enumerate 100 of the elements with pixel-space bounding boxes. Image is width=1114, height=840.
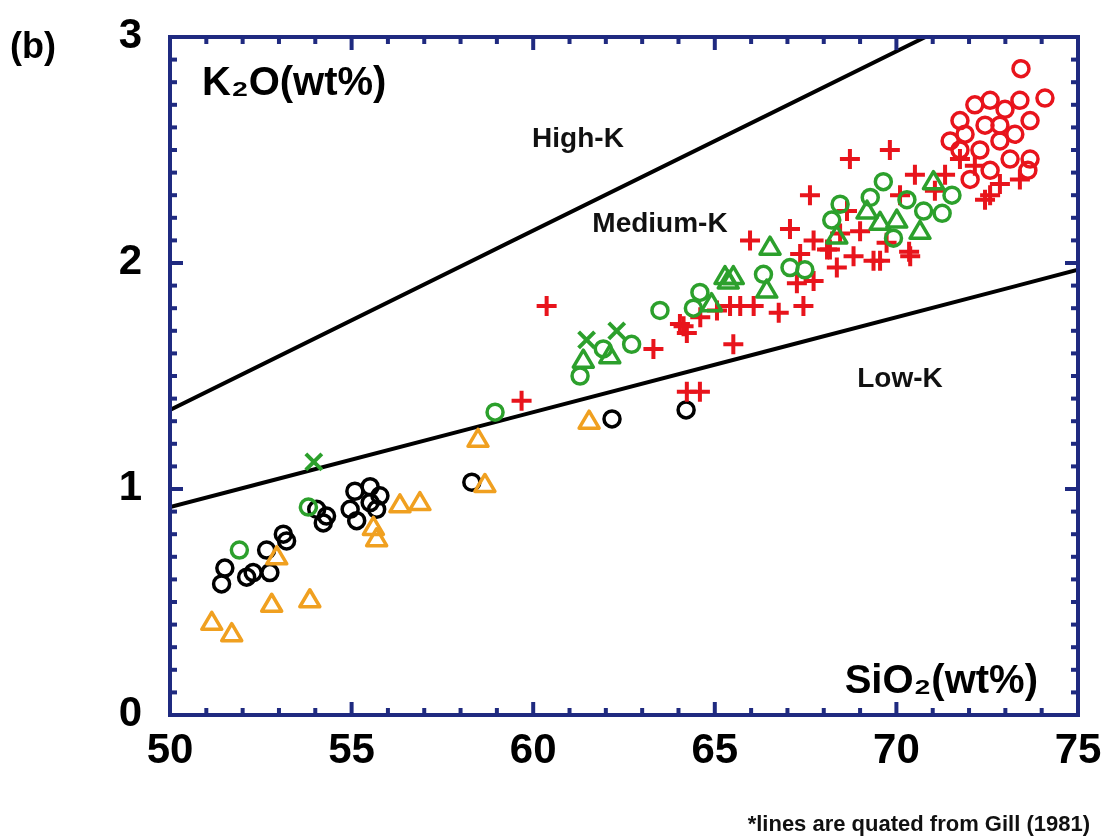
point: [699, 291, 724, 313]
point: [219, 621, 244, 643]
y-axis-title: K₂O(wt%): [202, 59, 387, 103]
point: [990, 115, 1010, 135]
point: [345, 481, 365, 502]
point: [950, 140, 970, 160]
point: [850, 221, 871, 242]
point: [980, 90, 1000, 111]
point: [340, 499, 360, 520]
point: [899, 241, 920, 262]
point: [370, 486, 390, 506]
y-tick-label: 1: [118, 462, 142, 510]
point: [995, 99, 1015, 120]
point: [215, 558, 235, 578]
point: [723, 334, 744, 355]
point: [870, 250, 891, 271]
point: [346, 510, 367, 531]
y-tick-label: 0: [118, 688, 142, 736]
point: [803, 271, 824, 292]
point: [1010, 90, 1030, 111]
point: [621, 334, 642, 355]
point: [316, 506, 337, 526]
point: [236, 567, 257, 587]
x-axis-title: SiO₂(wt%): [844, 657, 1038, 701]
point: [990, 131, 1010, 151]
point: [690, 282, 710, 303]
point: [799, 185, 820, 206]
point: [643, 338, 664, 359]
point: [243, 562, 263, 583]
point: [466, 427, 490, 449]
point: [873, 171, 894, 192]
point: [790, 243, 811, 264]
point: [1005, 124, 1025, 144]
y-tick-label: 3: [118, 10, 142, 58]
point: [229, 540, 250, 560]
point: [960, 169, 980, 190]
point: [577, 409, 601, 430]
point: [935, 164, 956, 185]
point: [1020, 149, 1040, 169]
point: [793, 295, 814, 316]
point: [265, 545, 289, 566]
point: [975, 115, 995, 135]
x-tick-label: 50: [146, 725, 194, 772]
point: [830, 194, 850, 214]
point: [843, 246, 864, 267]
point: [298, 587, 322, 609]
point: [921, 169, 946, 191]
chart-title: (b): [10, 25, 56, 66]
point: [950, 110, 970, 131]
point: [388, 493, 412, 514]
point: [970, 140, 990, 160]
annotation: High-K: [532, 122, 624, 154]
point: [826, 257, 847, 278]
point: [576, 329, 597, 350]
point: [298, 497, 319, 517]
point: [980, 160, 1000, 181]
x-tick-label: 75: [1054, 725, 1102, 772]
point: [689, 381, 710, 402]
annotation: Medium-K: [592, 207, 728, 239]
point: [795, 260, 815, 280]
point: [366, 499, 387, 520]
point: [932, 203, 952, 224]
point: [860, 187, 880, 208]
point: [313, 513, 334, 533]
point: [273, 524, 294, 544]
point: [908, 219, 932, 241]
point: [361, 515, 386, 537]
point: [758, 235, 782, 256]
point: [485, 402, 505, 422]
point: [975, 189, 996, 210]
point: [364, 526, 389, 548]
point: [676, 400, 696, 420]
point: [822, 210, 842, 230]
point: [803, 230, 824, 251]
x-tick-label: 55: [328, 725, 375, 772]
point: [825, 224, 849, 245]
point: [883, 228, 904, 248]
point: [942, 185, 962, 205]
point: [1018, 160, 1038, 181]
point: [360, 476, 380, 497]
x-tick-label: 60: [509, 725, 557, 772]
point: [768, 302, 789, 323]
point: [716, 269, 740, 290]
point: [473, 472, 497, 494]
point: [593, 339, 614, 359]
point: [360, 492, 380, 513]
text: *lines are quated from Gill (1981): [747, 810, 1090, 836]
point: [1035, 88, 1055, 108]
point: [570, 366, 590, 386]
point: [885, 208, 909, 229]
point: [721, 264, 746, 286]
point: [740, 230, 761, 251]
point: [602, 409, 622, 429]
point: [408, 490, 432, 512]
point: [868, 210, 892, 232]
point: [1020, 110, 1040, 131]
point: [200, 610, 224, 632]
point: [879, 140, 900, 160]
point: [650, 300, 670, 321]
point: [940, 131, 960, 151]
